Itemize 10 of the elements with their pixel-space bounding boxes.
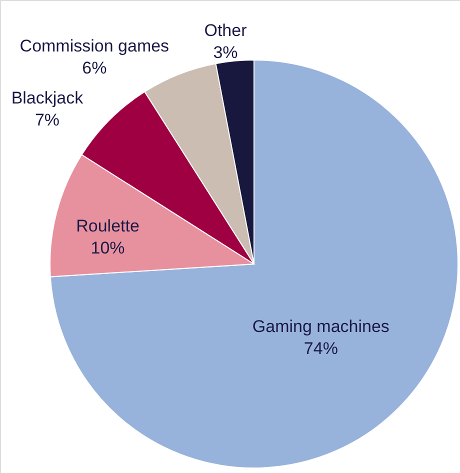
slice-label: Commission games [20,36,170,56]
data-label: 74% [304,338,338,358]
slice-label: Blackjack [11,88,84,108]
data-label: 6% [82,58,107,78]
slice-label: Other [204,21,248,40]
data-label: 7% [34,110,60,130]
slice-label: Gaming machines [252,316,390,336]
data-label: 3% [213,43,238,62]
slice-label: Roulette [76,216,140,236]
data-label: 10% [90,238,125,258]
